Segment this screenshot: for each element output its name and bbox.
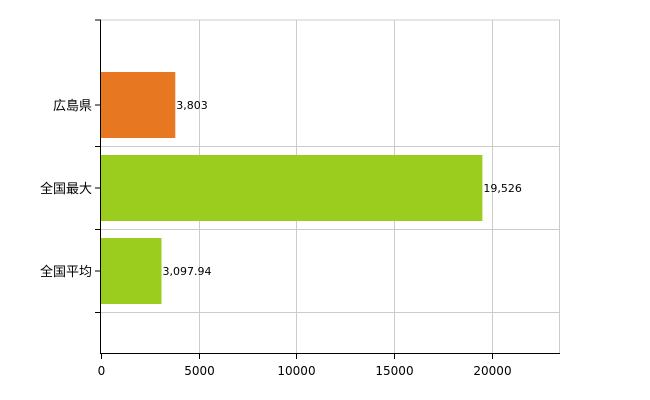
data-label-0: 3,803 (176, 99, 208, 112)
category-label-0: 広島県 (53, 99, 92, 114)
x-tick-label-1: 5000 (184, 364, 215, 378)
bar-1 (101, 155, 483, 221)
x-tick-label-2: 10000 (277, 364, 315, 378)
bar-2 (101, 238, 162, 304)
bars (101, 72, 483, 304)
bar-0 (101, 72, 176, 138)
x-tick-label-0: 0 (98, 364, 106, 378)
x-tick-label-4: 20000 (473, 364, 511, 378)
category-label-1: 全国最大 (40, 181, 92, 197)
category-label-2: 全国平均 (40, 264, 92, 280)
axes (95, 19, 560, 359)
data-label-2: 3,097.94 (163, 265, 212, 278)
x-tick-label-3: 15000 (375, 364, 413, 378)
data-label-1: 19,526 (483, 182, 521, 195)
